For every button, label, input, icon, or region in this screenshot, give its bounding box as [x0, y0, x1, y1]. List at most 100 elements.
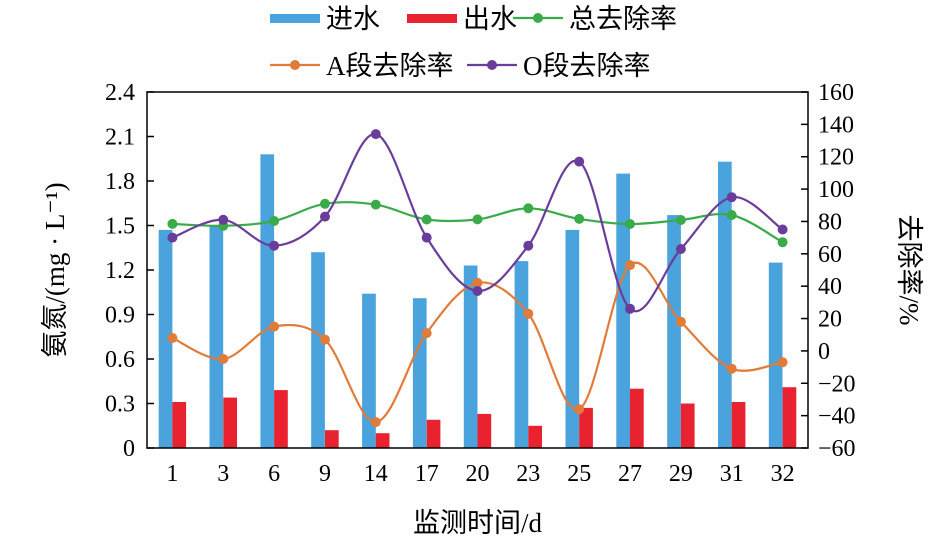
- x-axis-tick-label: 9: [319, 461, 331, 487]
- bar-effluent-1: [172, 402, 187, 448]
- line-total-removal-point-25: [574, 213, 585, 224]
- bar-influent-3: [209, 225, 224, 448]
- right-axis-tick-label: 160: [818, 80, 854, 106]
- legend-label: 总去除率: [569, 4, 677, 34]
- line-total-removal-point-9: [320, 198, 330, 209]
- x-axis-tick-label: 17: [415, 461, 439, 487]
- bar-influent-20: [463, 265, 478, 448]
- legend-label: O段去除率: [523, 51, 651, 81]
- bar-influent-6: [260, 154, 275, 449]
- line-total-removal-point-14: [370, 199, 381, 210]
- x-axis-tick-label: 14: [364, 461, 388, 487]
- right-axis-tick-label: 100: [818, 177, 854, 203]
- line-o-stage-removal-point-1: [167, 232, 178, 243]
- right-axis-tick-label: 80: [818, 209, 842, 235]
- right-axis-tick-label: 140: [818, 112, 854, 138]
- legend-swatch-0-0: [270, 14, 320, 23]
- x-axis-tick-label: 1: [166, 461, 178, 487]
- x-axis-tick-label: 20: [466, 461, 490, 487]
- bar-effluent-29: [680, 403, 695, 448]
- x-axis-tick-label: 6: [268, 461, 280, 487]
- legend-marker-0-2: [533, 13, 543, 23]
- bar-effluent-31: [731, 402, 746, 448]
- bar-effluent-32: [782, 387, 797, 448]
- bar-influent-23: [514, 261, 529, 448]
- right-axis-tick-label: −40: [818, 404, 856, 430]
- line-a-stage-removal-point-29: [675, 316, 686, 327]
- bar-effluent-6: [274, 390, 288, 448]
- bar-influent-9: [311, 252, 325, 448]
- line-total-removal-point-1: [167, 218, 178, 229]
- left-axis-tick-label: 1.2: [105, 258, 135, 284]
- left-axis-tick-label: 0.3: [105, 392, 135, 418]
- line-a-stage-removal-point-1: [167, 333, 178, 343]
- line-total-removal-point-31: [726, 210, 737, 220]
- line-total-removal-point-29: [675, 215, 686, 225]
- line-a-stage-removal-point-17: [421, 328, 432, 339]
- line-o-stage-removal-point-3: [218, 214, 229, 225]
- right-axis-tick-label: 60: [818, 242, 842, 268]
- line-a-stage-removal-point-27: [625, 260, 635, 271]
- line-total-removal-point-27: [625, 219, 635, 229]
- line-a-stage-removal-point-31: [726, 363, 737, 374]
- bar-effluent-20: [477, 413, 492, 448]
- left-axis-tick-label: 1.8: [105, 169, 135, 195]
- bar-influent-27: [616, 173, 630, 448]
- line-a-stage-removal-point-14: [370, 417, 381, 428]
- line-o-stage-removal-point-17: [421, 232, 432, 243]
- left-axis-tick-label: 0: [123, 436, 135, 462]
- line-o-stage-removal-point-32: [777, 224, 788, 235]
- line-a-stage-removal-point-23: [523, 308, 534, 319]
- line-o-stage-removal-point-29: [675, 244, 686, 254]
- line-o-stage-removal-point-14: [370, 129, 381, 140]
- bar-effluent-27: [630, 388, 644, 448]
- line-a-stage-removal: [171, 261, 783, 424]
- line-o-stage-removal-point-9: [320, 211, 330, 222]
- bar-influent-32: [768, 262, 783, 448]
- bar-influent-25: [565, 229, 580, 448]
- bar-effluent-3: [223, 397, 237, 448]
- y-axis-left-title: 氨氮/(mg · L⁻¹): [40, 182, 70, 357]
- left-axis-tick-label: 0.6: [105, 347, 135, 373]
- bar-effluent-17: [426, 419, 441, 448]
- line-a-stage-removal-point-9: [320, 334, 330, 345]
- line-a-stage-removal-point-32: [777, 357, 788, 368]
- x-axis-tick-label: 32: [771, 461, 795, 487]
- right-axis-tick-label: 0: [818, 339, 830, 365]
- line-o-stage-removal-point-20: [472, 286, 483, 296]
- line-o-stage-removal-point-31: [726, 192, 737, 203]
- bar-effluent-14: [375, 433, 390, 448]
- left-axis-tick-label: 2.4: [105, 80, 135, 106]
- x-axis-tick-label: 25: [567, 461, 591, 487]
- x-axis-tick-label: 27: [618, 461, 642, 487]
- line-o-stage-removal-point-23: [523, 240, 534, 251]
- x-axis-title: 监测时间/d: [413, 508, 543, 538]
- bar-influent-14: [362, 293, 376, 448]
- line-a-stage-removal-point-25: [574, 404, 585, 415]
- line-a-stage-removal-point-6: [269, 321, 280, 332]
- left-axis-tick-label: 2.1: [105, 125, 135, 151]
- legend-swatch-0-1: [407, 14, 457, 23]
- x-axis-tick-label: 31: [720, 461, 744, 487]
- right-axis-tick-label: −60: [818, 436, 856, 462]
- legend-label: 进水: [326, 4, 380, 34]
- right-axis-tick-label: −20: [818, 371, 856, 397]
- x-axis-tick-label: 23: [516, 461, 540, 487]
- legend-label: A段去除率: [326, 51, 454, 81]
- line-a-stage-removal-point-20: [472, 277, 483, 288]
- y-axis-right-title: 去除率/%: [894, 215, 924, 326]
- bar-effluent-23: [528, 425, 542, 449]
- x-axis-tick-label: 3: [217, 461, 229, 487]
- line-total-removal-point-20: [472, 214, 483, 225]
- line-o-stage-removal-point-25: [574, 156, 585, 167]
- x-axis-tick-label: 29: [669, 461, 693, 487]
- legend-marker-1-0: [290, 60, 300, 70]
- line-total-removal-point-6: [269, 216, 280, 226]
- line-total-removal-point-17: [421, 214, 432, 225]
- bar-effluent-25: [579, 407, 593, 448]
- right-axis-tick-label: 20: [818, 307, 842, 333]
- right-axis-tick-label: 40: [818, 274, 842, 300]
- bar-influent-1: [158, 229, 173, 448]
- right-axis-tick-label: 120: [818, 145, 854, 171]
